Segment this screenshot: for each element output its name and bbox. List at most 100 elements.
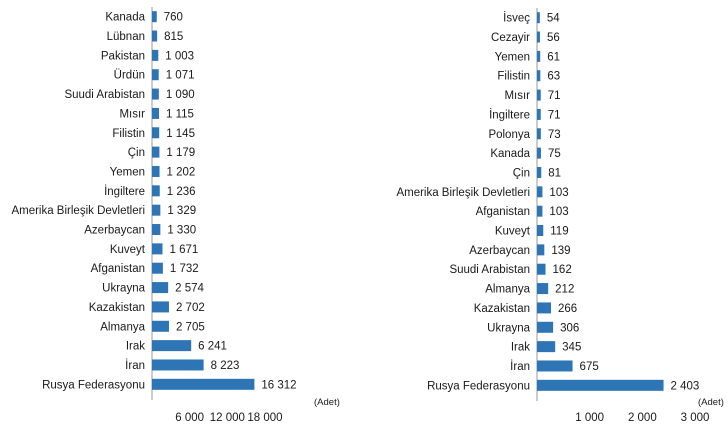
bar — [537, 263, 546, 275]
bar — [152, 301, 169, 313]
category-label: Filistin — [497, 71, 530, 83]
category-label: İsveç — [503, 12, 530, 25]
value-label: 103 — [549, 206, 568, 218]
value-label: 139 — [551, 245, 570, 257]
category-label: İngiltere — [104, 185, 145, 198]
value-label: 345 — [562, 342, 581, 354]
bar — [537, 147, 541, 159]
value-label: 1 179 — [166, 147, 195, 159]
value-label: 675 — [580, 361, 599, 373]
bar — [152, 204, 161, 216]
value-label: 56 — [547, 32, 560, 44]
category-label: Polonya — [488, 129, 530, 141]
value-label: 1 236 — [167, 186, 196, 198]
bar — [152, 224, 161, 236]
category-label: Çin — [128, 147, 145, 159]
unit-label: (Adet) — [698, 397, 724, 408]
value-label: 162 — [553, 264, 572, 276]
bar — [537, 360, 573, 372]
category-label: Almanya — [100, 321, 145, 333]
bar — [537, 302, 552, 314]
category-label: Lübnan — [107, 31, 145, 43]
value-label: 71 — [548, 109, 561, 121]
category-label: Rusya Federasyonu — [427, 380, 530, 392]
x-tick-label: 2 000 — [628, 412, 657, 424]
category-label: İran — [125, 359, 145, 372]
category-label: Azerbaycan — [469, 245, 530, 257]
bar — [152, 282, 169, 294]
bar — [537, 379, 664, 391]
category-label: Irak — [511, 342, 530, 354]
category-label: Kazakistan — [89, 302, 145, 314]
category-label: Kuveyt — [495, 226, 531, 238]
value-label: 266 — [558, 303, 577, 315]
bar — [152, 107, 159, 119]
category-label: Filistin — [112, 128, 145, 140]
value-label: 119 — [550, 226, 568, 238]
value-label: 8 223 — [211, 360, 240, 372]
category-label: Pakistan — [101, 50, 145, 62]
category-label: Afganistan — [91, 263, 145, 275]
value-label: 1 330 — [167, 225, 196, 237]
bar — [152, 243, 163, 255]
value-label: 306 — [560, 322, 579, 334]
bar — [537, 186, 543, 198]
value-label: 81 — [548, 167, 561, 179]
value-label: 6 241 — [198, 341, 227, 353]
x-tick-label: 18 000 — [247, 412, 282, 424]
category-label: İran — [510, 360, 530, 373]
bar — [152, 320, 169, 332]
bar — [152, 11, 157, 23]
value-label: 2 403 — [671, 380, 700, 392]
bar — [152, 165, 160, 177]
value-label: 2 705 — [176, 321, 205, 333]
category-label: Yemen — [495, 51, 530, 63]
category-label: Suudi Arabistan — [449, 264, 530, 276]
category-label: Almanya — [485, 284, 530, 296]
value-label: 1 732 — [170, 263, 199, 275]
bar — [152, 378, 255, 390]
bar — [537, 341, 556, 353]
bar — [152, 127, 160, 139]
category-label: Azerbaycan — [84, 225, 145, 237]
category-label: Kuveyt — [110, 244, 146, 256]
bar — [152, 69, 159, 81]
category-label: Rusya Federasyonu — [42, 379, 145, 391]
category-label: Yemen — [110, 166, 145, 178]
value-label: 2 574 — [175, 283, 204, 295]
category-label: Kazakistan — [474, 303, 530, 315]
value-label: 760 — [164, 12, 183, 24]
category-label: Ukrayna — [487, 322, 530, 334]
value-label: 54 — [547, 13, 560, 25]
value-label: 103 — [549, 187, 568, 199]
bar — [537, 205, 543, 217]
category-label: Cezayir — [491, 32, 530, 44]
category-label: Amerika Birleşik Devletleri — [11, 205, 145, 217]
category-label: Ürdün — [114, 70, 145, 82]
value-label: 1 071 — [166, 70, 195, 82]
x-tick-label: 3 000 — [681, 412, 710, 424]
category-label: Amerika Birleşik Devletleri — [396, 187, 530, 199]
value-label: 1 202 — [167, 166, 196, 178]
bar — [152, 49, 159, 61]
bar — [537, 166, 542, 178]
category-label: Çin — [513, 167, 530, 179]
x-tick-label: 12 000 — [210, 412, 245, 424]
value-label: 815 — [164, 31, 183, 43]
bar — [152, 185, 160, 197]
bar — [152, 340, 192, 352]
category-label: Kanada — [105, 12, 145, 24]
bar — [152, 146, 160, 158]
value-label: 75 — [548, 148, 561, 160]
category-label: Irak — [126, 341, 145, 353]
bar — [537, 321, 554, 333]
value-label: 73 — [548, 129, 561, 141]
bar — [537, 89, 541, 101]
category-label: İngiltere — [489, 108, 530, 121]
category-label: Kanada — [490, 148, 530, 160]
x-tick-label: 6 000 — [175, 412, 204, 424]
value-label: 1 145 — [166, 128, 195, 140]
bar — [152, 359, 204, 371]
category-label: Ukrayna — [102, 283, 145, 295]
bar — [537, 244, 545, 256]
